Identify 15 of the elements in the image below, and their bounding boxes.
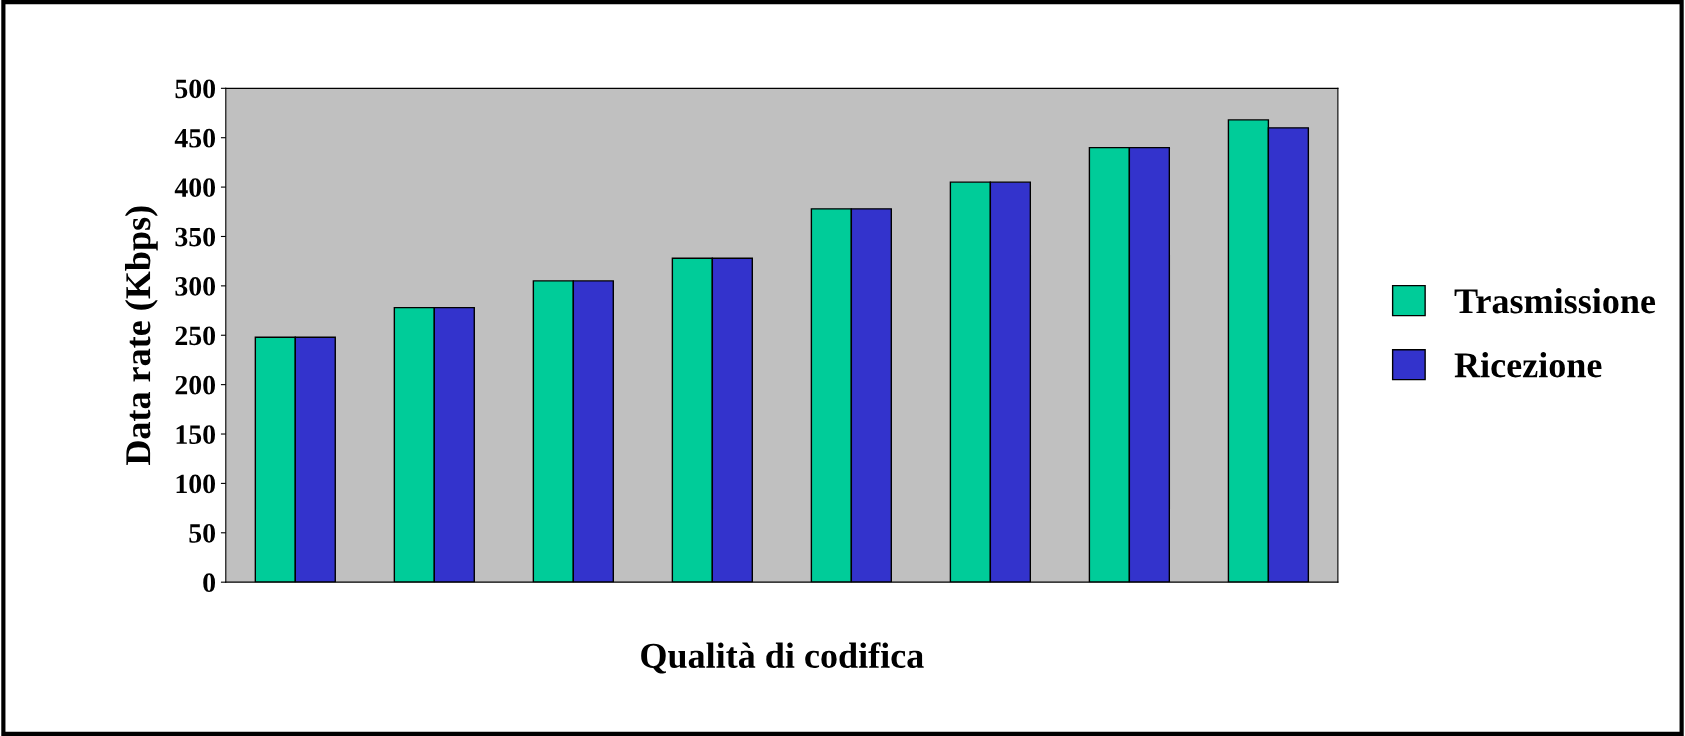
- legend-label: Ricezione: [1454, 352, 1602, 378]
- y-tick-label: 250: [175, 326, 216, 346]
- y-tick-label: 350: [175, 227, 216, 247]
- y-tick-label: 450: [174, 128, 216, 148]
- x-axis-title: Qualità di codifica: [641, 642, 924, 674]
- y-tick-label: 300: [175, 277, 216, 296]
- y-tick-label: 500: [175, 79, 216, 99]
- y-tick-label: 50: [189, 523, 216, 543]
- y-tick-label: 150: [176, 425, 216, 444]
- y-tick-label: 400: [174, 178, 216, 197]
- y-tick-label: 0: [203, 573, 216, 593]
- y-axis-title: Data rate (Kbps): [124, 206, 158, 465]
- legend-label: Trasmissione: [1454, 288, 1656, 314]
- y-tick-label: 200: [175, 375, 216, 395]
- y-tick-label: 100: [176, 474, 216, 494]
